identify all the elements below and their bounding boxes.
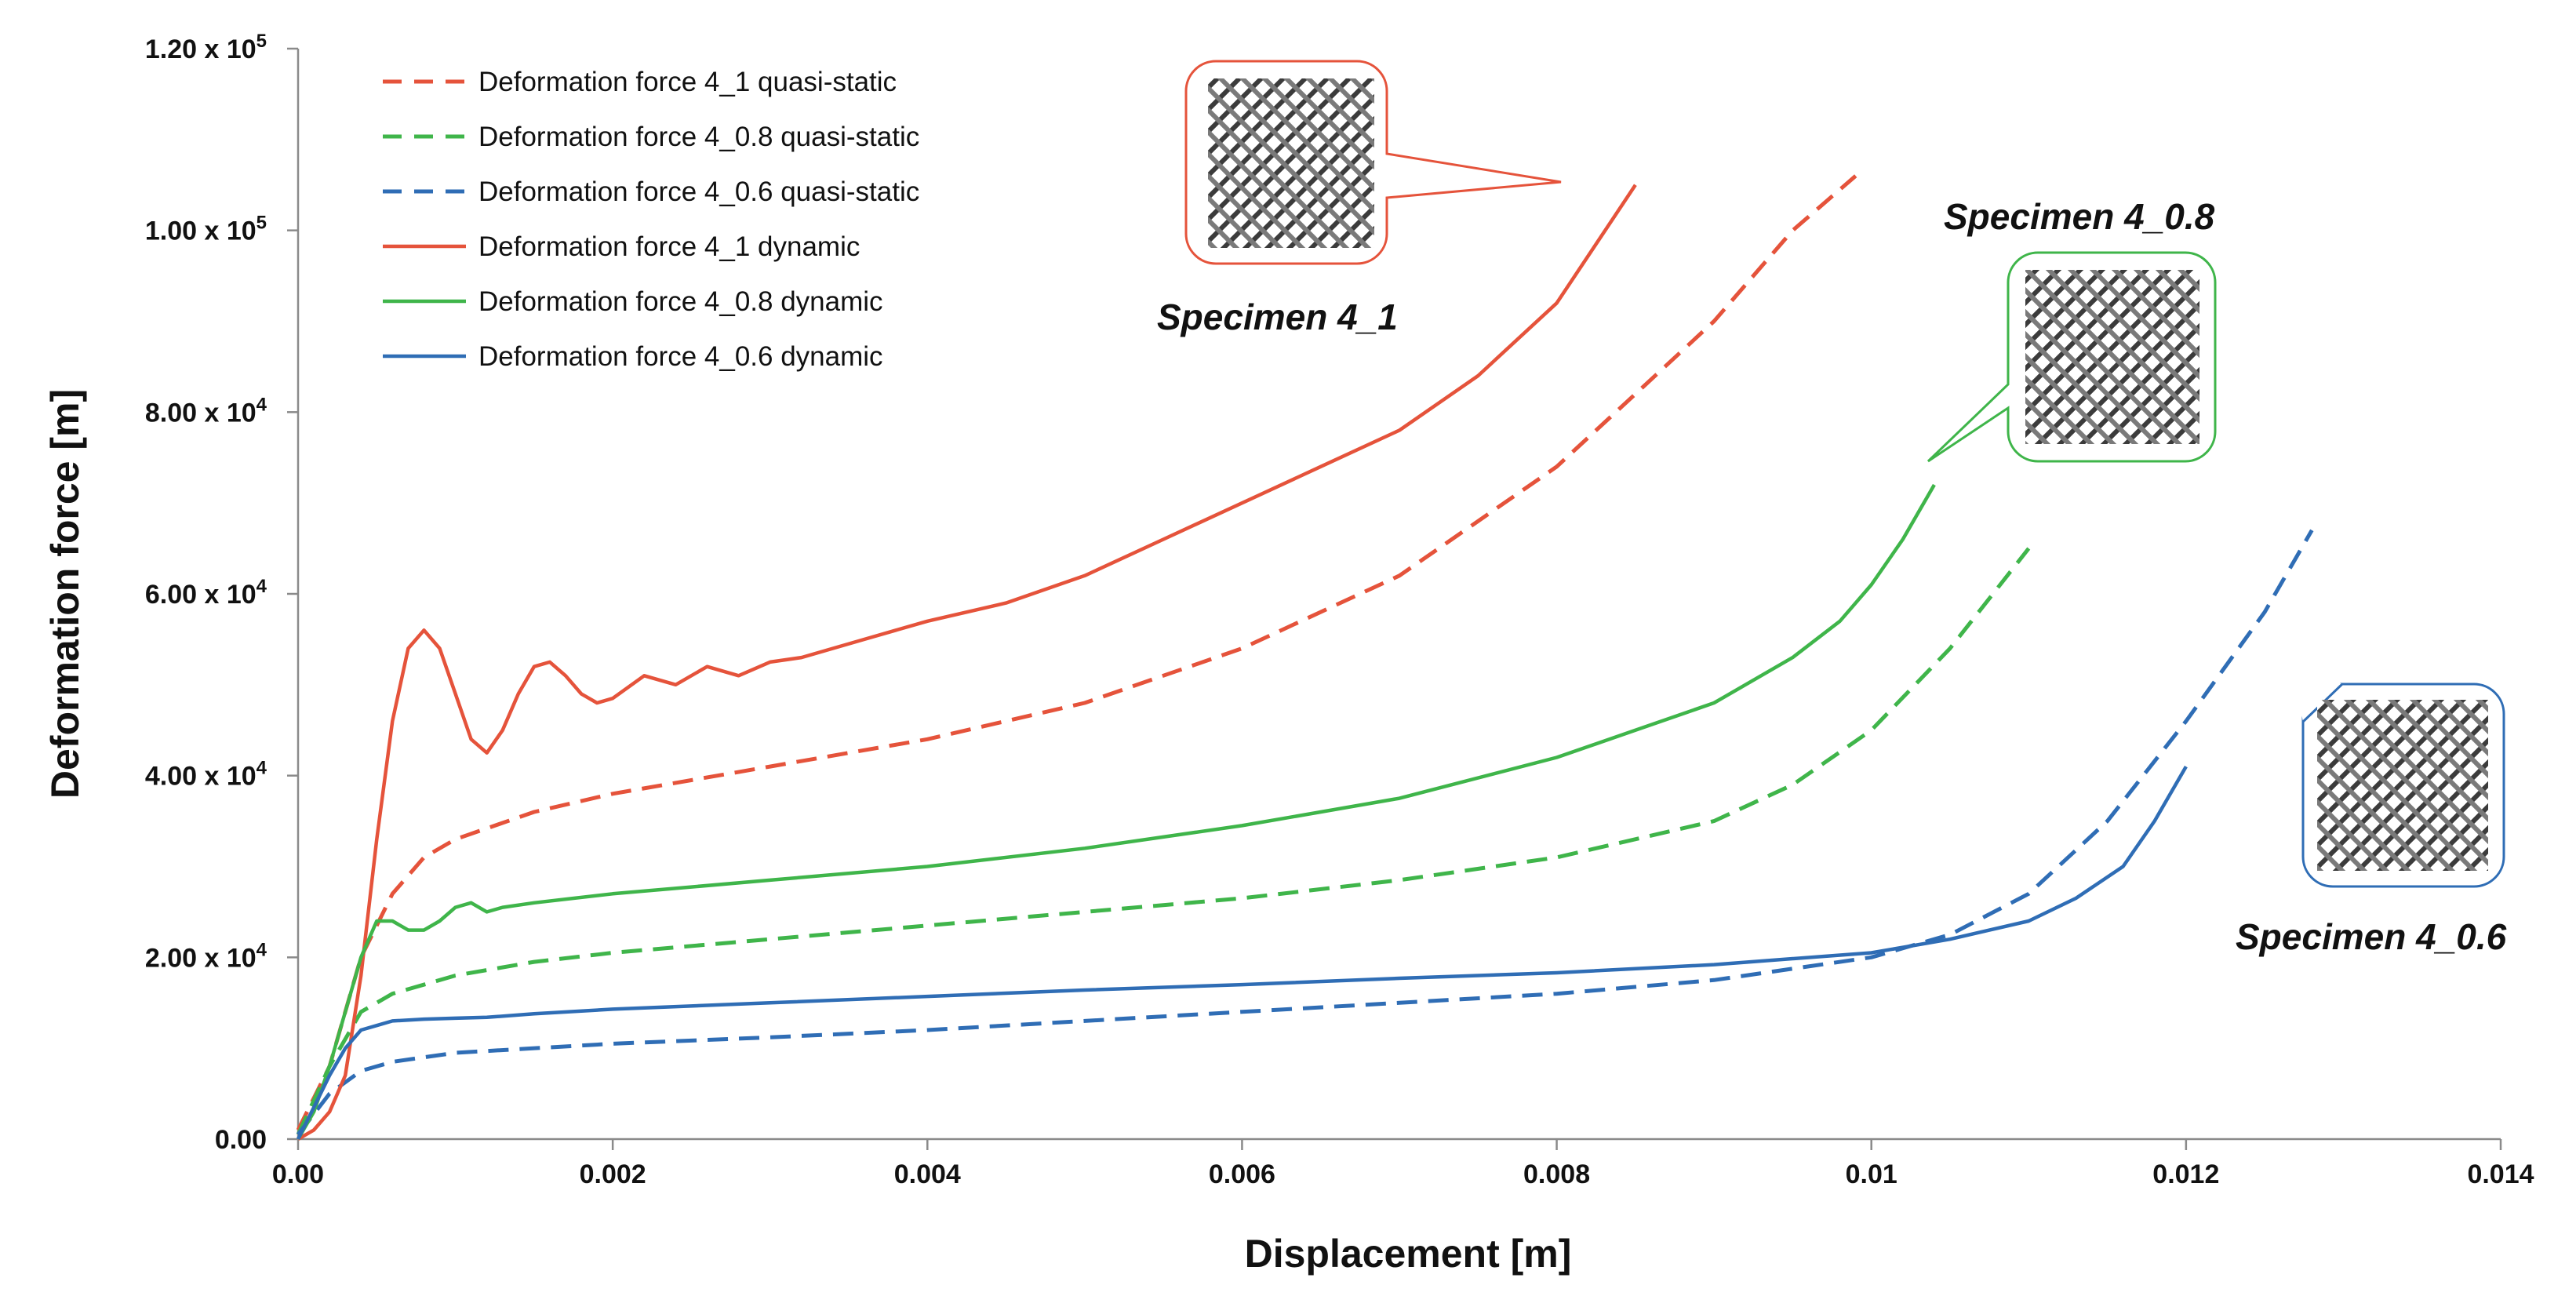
- series-line-deformation-force-4-1-quasi-static: [296, 174, 1857, 1131]
- y-tick-label: 1.00 x 105: [145, 213, 267, 246]
- callouts: [1184, 60, 2505, 888]
- x-tick-label: 0.012: [2152, 1159, 2219, 1189]
- legend-item: Deformation force 4_1 dynamic: [383, 231, 860, 262]
- callout-pointer-specimen-4-0.6: [2290, 659, 2342, 722]
- legend-label: Deformation force 4_0.6 dynamic: [478, 341, 883, 372]
- y-tick-label: 8.00 x 104: [145, 394, 267, 428]
- x-tick-label: 0.00: [272, 1159, 324, 1189]
- legend-item: Deformation force 4_0.8 quasi-static: [383, 122, 919, 152]
- callout-specimen-4-0.8: [1927, 251, 2217, 463]
- y-tick-label: 0.00: [215, 1125, 267, 1155]
- x-tick-label: 0.004: [894, 1159, 961, 1189]
- series-line-deformation-force-4-0.8-quasi-static: [296, 547, 2031, 1136]
- legend-item: Deformation force 4_0.8 dynamic: [383, 286, 883, 317]
- annotation-specimen-4-1: Specimen 4_1: [1157, 297, 1398, 337]
- y-ticks: 0.00 2.00 x 104 4.00 x 104 6.00 x 104 8.00 x…: [145, 31, 298, 1155]
- x-axis-title: Displacement [m]: [1245, 1232, 1572, 1276]
- callout-specimen-4-1: [1184, 60, 1562, 265]
- x-tick-label: 0.002: [580, 1159, 646, 1189]
- y-tick-label: 1.20 x 105: [145, 31, 267, 64]
- legend-label: Deformation force 4_1 quasi-static: [478, 67, 897, 97]
- annotation-labels: Specimen 4_1 Specimen 4_0.8 Specimen 4_0…: [1157, 196, 2507, 957]
- lattice-specimen-4-0.8-image: [2025, 270, 2199, 444]
- x-tick-label: 0.008: [1523, 1159, 1590, 1189]
- y-tick-label: 2.00 x 104: [145, 939, 267, 973]
- series-line-deformation-force-4-0.6-dynamic: [296, 765, 2188, 1141]
- annotation-specimen-4-0.6: Specimen 4_0.6: [2236, 916, 2507, 957]
- series-line-deformation-force-4-0.6-quasi-static: [297, 529, 2314, 1136]
- x-tick-label: 0.01: [1846, 1159, 1897, 1189]
- legend-item: Deformation force 4_0.6 dynamic: [383, 341, 883, 372]
- y-axis-title: Deformation force [m]: [43, 389, 87, 799]
- legend-label: Deformation force 4_0.8 dynamic: [478, 286, 883, 317]
- callout-specimen-4-0.6: [2290, 659, 2505, 888]
- legend-item: Deformation force 4_1 quasi-static: [383, 67, 897, 97]
- x-ticks: 0.00 0.002 0.004 0.006 0.008 0.01 0.012 0.014: [272, 1139, 2534, 1189]
- legend-label: Deformation force 4_0.8 quasi-static: [478, 122, 919, 152]
- y-tick-label: 6.00 x 104: [145, 576, 267, 610]
- annotation-specimen-4-0.8: Specimen 4_0.8: [1944, 196, 2215, 237]
- legend-label: Deformation force 4_0.6 quasi-static: [478, 177, 919, 207]
- x-tick-label: 0.014: [2467, 1159, 2534, 1189]
- lattice-specimen-4-1-image: [1208, 78, 1374, 248]
- series-line-deformation-force-4-1-dynamic: [297, 184, 1637, 1141]
- lattice-specimen-4-0.6-image: [2317, 700, 2488, 871]
- series-layer: [296, 174, 2314, 1141]
- y-tick-label: 4.00 x 104: [145, 758, 267, 792]
- legend-item: Deformation force 4_0.6 quasi-static: [383, 177, 919, 207]
- legend: Deformation force 4_1 quasi-static Deform…: [383, 67, 919, 372]
- series-line-deformation-force-4-0.8-dynamic: [297, 483, 1936, 1141]
- axes: 0.00 0.002 0.004 0.006 0.008 0.01 0.012 0.014 0…: [43, 31, 2534, 1276]
- legend-label: Deformation force 4_1 dynamic: [478, 231, 860, 262]
- x-tick-label: 0.006: [1209, 1159, 1275, 1189]
